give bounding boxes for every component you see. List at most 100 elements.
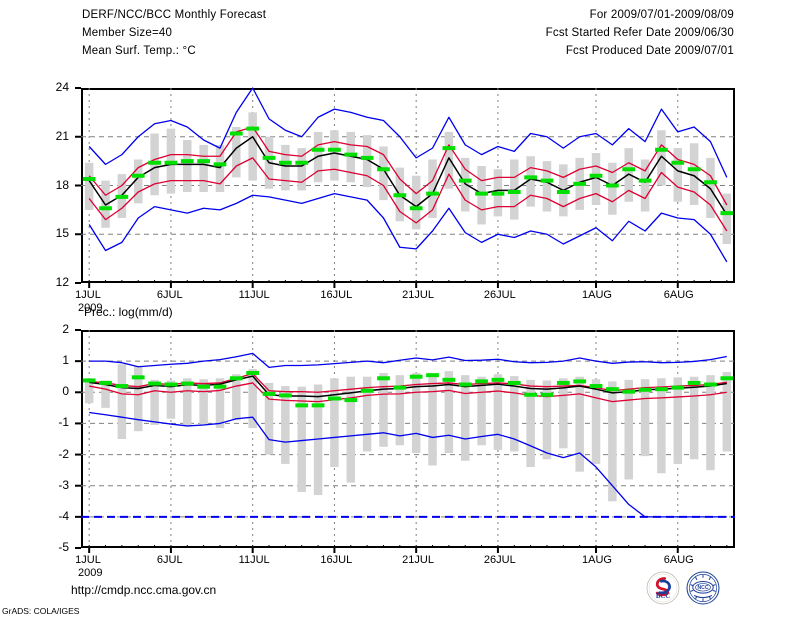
spread-bar	[591, 153, 601, 205]
y-axis-label: 2	[62, 322, 69, 336]
spread-bar	[117, 364, 127, 439]
x-axis-label: 21JUL	[402, 289, 434, 301]
spread-bar	[542, 161, 552, 212]
spread-bar	[526, 379, 535, 468]
website-url[interactable]: http://cmdp.ncc.cma.gov.cn	[71, 583, 217, 597]
spread-bar	[444, 131, 454, 189]
y-axis-label: 24	[55, 80, 69, 94]
max-envelope-line	[88, 87, 728, 178]
spread-bar	[248, 112, 257, 181]
spread-bar	[362, 135, 372, 188]
spread-bar	[444, 371, 454, 454]
spread-bar	[510, 376, 519, 452]
spread-bar	[526, 156, 535, 207]
x-axis-label: 21JUL	[402, 554, 434, 566]
y-axis-label: 21	[55, 128, 69, 143]
spread-bar	[428, 373, 437, 466]
spread-bar	[640, 379, 650, 457]
spread-bar	[84, 162, 94, 210]
min-envelope-line	[88, 192, 728, 263]
x-axis-label: 1JUL	[75, 554, 101, 566]
y-axis-label: 1	[62, 353, 69, 368]
member-size-label: Member Size=40	[82, 27, 173, 39]
x-axis-label: 16JUL	[320, 289, 353, 301]
spread-bar	[608, 162, 617, 215]
forecast-start-label: Fcst Started Refer Date 2009/06/30	[545, 27, 734, 39]
spread-bar	[297, 386, 306, 492]
spread-bar	[379, 372, 388, 447]
spread-bar	[640, 159, 650, 212]
spread-bar	[133, 365, 143, 432]
x-axis-label: 6AUG	[663, 289, 694, 301]
spread-bar	[559, 378, 568, 449]
spread-bar	[608, 381, 617, 502]
spread-bar	[281, 386, 290, 464]
svg-text:NCC: NCC	[697, 585, 708, 591]
spread-bar	[215, 378, 225, 429]
spread-bar	[133, 159, 143, 204]
spread-bar	[395, 375, 405, 446]
spread-bar	[183, 378, 192, 425]
y-axis-label: 12	[55, 275, 69, 289]
y-axis-label: -4	[58, 508, 69, 523]
spread-bar	[281, 144, 290, 191]
ncc-logo: NCC	[686, 571, 720, 605]
x-axis-label: 26JUL	[483, 554, 516, 566]
spread-bar	[706, 375, 715, 471]
y-axis-label: -1	[58, 415, 69, 430]
upper-quartile-line	[89, 372, 727, 393]
spread-bar	[673, 148, 683, 202]
spread-bar	[689, 376, 699, 460]
spread-bar	[428, 159, 437, 218]
x-axis-label: 11JUL	[238, 289, 270, 301]
spread-bar	[657, 130, 666, 186]
spread-bar	[330, 130, 339, 181]
page-title: DERF/NCC/BCC Monthly Forecast	[82, 9, 267, 21]
bcc-logo: BCC	[646, 571, 680, 605]
spread-bar	[183, 140, 192, 192]
spread-bar	[379, 146, 388, 201]
grads-credit: GrADS: COLA/IGES	[2, 606, 80, 616]
spread-bar	[591, 379, 601, 464]
median-line	[88, 136, 728, 216]
spread-bar	[575, 376, 584, 472]
x-axis-label: 6JUL	[156, 289, 183, 301]
spread-bar	[411, 372, 421, 454]
y-axis-label: -3	[58, 477, 69, 492]
spread-bar	[232, 127, 241, 178]
svg-text:BCC: BCC	[656, 593, 670, 600]
x-axis-label: 26JUL	[483, 289, 516, 301]
x-axis-label: 16JUL	[320, 554, 353, 566]
x-axis-label: 1AUG	[582, 554, 612, 566]
y-axis-label: 15	[55, 226, 69, 241]
x-axis-year-label: 2009	[78, 302, 103, 314]
x-axis-label: 6JUL	[156, 554, 183, 566]
spread-bar	[657, 378, 666, 474]
precipitation-axis-title: Prec.: log(mm/d)	[84, 305, 173, 319]
upper-quartile-line	[88, 126, 728, 206]
lower-quartile-line	[89, 382, 727, 403]
spread-bar	[297, 148, 306, 191]
spread-bar	[722, 193, 732, 244]
spread-bar	[166, 380, 176, 419]
spread-bar	[215, 144, 225, 192]
spread-bar	[232, 374, 241, 421]
y-axis-label: -5	[58, 540, 69, 554]
x-axis-label: 1AUG	[582, 289, 612, 301]
x-axis-label: 6AUG	[663, 554, 694, 566]
spread-bar	[689, 143, 699, 205]
variable-label: Mean Surf. Temp.: °C	[82, 45, 196, 57]
forecast-period-label: For 2009/07/01-2009/08/09	[589, 9, 734, 21]
min-envelope-line	[89, 411, 727, 518]
x-axis-label: 1JUL	[75, 289, 101, 301]
spread-bar	[493, 374, 503, 450]
spread-bar	[248, 368, 257, 429]
spread-bar	[346, 376, 356, 483]
y-axis-label: 0	[62, 384, 69, 399]
spread-bar	[477, 376, 486, 446]
spread-bar	[150, 379, 159, 425]
precipitation-chart-frame	[81, 330, 735, 548]
spread-bar	[264, 382, 274, 455]
